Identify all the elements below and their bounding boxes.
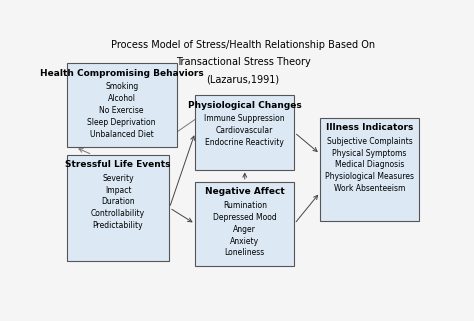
Text: Cardiovascular: Cardiovascular [216,126,273,135]
Text: Medical Diagnosis: Medical Diagnosis [335,160,404,169]
Text: Process Model of Stress/Health Relationship Based On: Process Model of Stress/Health Relations… [111,40,375,50]
Text: Physiological Changes: Physiological Changes [188,101,301,110]
Text: Subjective Complaints: Subjective Complaints [327,137,412,146]
Text: (Lazarus,1991): (Lazarus,1991) [206,74,280,84]
Text: Sleep Deprivation: Sleep Deprivation [87,118,156,127]
Text: Controllability: Controllability [91,209,145,218]
FancyBboxPatch shape [195,182,294,266]
Text: Loneliness: Loneliness [225,248,265,257]
Text: Endocrine Reactivity: Endocrine Reactivity [205,138,284,147]
Text: Negative Affect: Negative Affect [205,187,284,196]
Text: Health Compromising Behaviors: Health Compromising Behaviors [40,69,203,78]
Text: Anxiety: Anxiety [230,237,259,246]
Text: Work Absenteeism: Work Absenteeism [334,184,405,193]
Text: Duration: Duration [101,197,135,206]
Text: Impact: Impact [105,186,131,195]
FancyBboxPatch shape [66,155,170,261]
Text: Rumination: Rumination [223,201,267,210]
FancyBboxPatch shape [320,117,419,221]
Text: Anger: Anger [233,225,256,234]
Text: Unbalanced Diet: Unbalanced Diet [90,130,154,139]
Text: Smoking: Smoking [105,82,138,91]
Text: Predictability: Predictability [93,221,143,230]
Text: Severity: Severity [102,174,134,183]
Text: Depressed Mood: Depressed Mood [213,213,277,222]
Text: Physiological Measures: Physiological Measures [325,172,414,181]
Text: Transactional Stress Theory: Transactional Stress Theory [175,57,310,67]
Text: Alcohol: Alcohol [108,94,136,103]
Text: Immune Suppression: Immune Suppression [204,114,285,123]
Text: No Exercise: No Exercise [100,106,144,115]
Text: Stressful Life Events: Stressful Life Events [65,160,171,169]
Text: Physical Symptoms: Physical Symptoms [332,149,407,158]
FancyBboxPatch shape [195,95,294,169]
Text: Illness Indicators: Illness Indicators [326,123,413,132]
FancyBboxPatch shape [66,63,177,147]
